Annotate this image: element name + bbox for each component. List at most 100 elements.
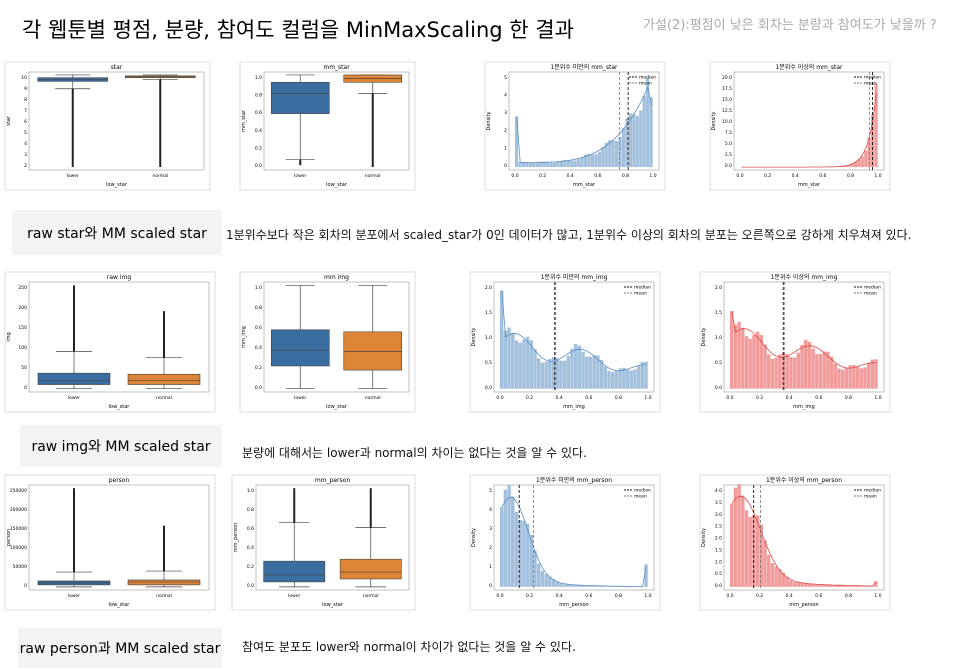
row-description: 참여도 분포도 lower와 normal이 차이가 없다는 것을 알 수 있다… [242, 640, 576, 654]
y-tick-label: 10 [21, 75, 27, 81]
y-tick-label: 0.4 [255, 128, 262, 134]
hist-bar [588, 356, 593, 389]
y-tick-label: 50000 [13, 564, 27, 570]
y-tick-label: 0.0 [485, 385, 492, 391]
y-tick-label: 0.2 [255, 145, 262, 151]
hist-bar [730, 311, 734, 389]
x-tick-label: 1.0 [649, 173, 656, 179]
x-tick-label: 1.0 [874, 173, 881, 179]
y-tick-label: 100000 [10, 545, 27, 551]
y-tick-label: 0.0 [715, 583, 722, 589]
row-label: raw img와 MM scaled star [20, 425, 222, 467]
chart-title: raw img [107, 274, 131, 281]
hist-bar [611, 140, 615, 168]
hist-bar [852, 585, 856, 587]
y-tick-label: 2 [489, 545, 492, 551]
y-tick-label: 1 [489, 564, 492, 570]
hist-bar [580, 156, 584, 168]
hist-bar [529, 534, 533, 587]
chart-title: 1분위수 이상의 mm_img [771, 273, 838, 281]
y-tick-label: 15.0 [722, 97, 732, 103]
box [270, 82, 330, 114]
x-tick-label: 0.0 [511, 173, 518, 179]
hist-bar [607, 371, 611, 389]
hist-bar [792, 582, 797, 587]
hist-bar [763, 344, 767, 389]
hist-bar [733, 324, 738, 389]
hist-bar [570, 348, 574, 389]
hist-bar [804, 339, 808, 389]
y-tick-label: 4 [489, 507, 492, 513]
y-axis-label: mm_star [241, 109, 247, 132]
x-tick-label: normal [156, 593, 172, 599]
x-axis-label: low_star [106, 182, 128, 188]
hist-bar [848, 365, 852, 389]
hist-bar [592, 585, 596, 587]
y-tick-label: 0.8 [255, 93, 262, 99]
hist-bar [551, 579, 556, 587]
hist-bar [599, 585, 604, 587]
hist-bar [500, 506, 504, 587]
hist-bar [815, 584, 819, 587]
hist-bar [843, 165, 847, 168]
hist-bar [594, 154, 598, 168]
hist-bar [525, 336, 530, 389]
x-tick-label: 1.0 [644, 593, 651, 599]
hist-bar [574, 343, 578, 389]
y-tick-label: 0.5 [715, 571, 722, 577]
x-tick-label: 0.8 [847, 173, 854, 179]
x-tick-label: 0.6 [815, 395, 822, 401]
plot-area [723, 281, 885, 393]
x-tick-label: normal [156, 395, 172, 401]
hist-bar [628, 113, 632, 168]
y-tick-label: 0.0 [715, 385, 722, 391]
y-tick-label: 0.8 [247, 507, 254, 513]
hist-bar [618, 136, 622, 168]
hist-bar [639, 110, 643, 168]
plot-area [28, 484, 210, 591]
x-tick-label: 0.4 [567, 173, 574, 179]
hist-bar [615, 140, 619, 168]
hist-bar [818, 584, 823, 587]
row-description: 1분위수보다 작은 회차의 분포에서 scaled_star가 0인 데이터가 … [226, 228, 912, 242]
y-tick-label: 4.0 [715, 488, 722, 494]
y-tick-label: 0.0 [255, 163, 262, 169]
y-tick-label: 12.5 [722, 108, 732, 114]
y-tick-label: 4 [504, 93, 507, 99]
hist-bar [539, 161, 543, 168]
y-axis-label: Density [701, 327, 707, 346]
x-tick-label: 0.2 [526, 395, 533, 401]
hist-bar [566, 160, 570, 168]
hist-bar [540, 570, 545, 587]
hist-bar [601, 147, 605, 168]
hist-bar [635, 115, 639, 168]
x-tick-label: 0.4 [556, 593, 563, 599]
hist-bar [848, 585, 852, 587]
hist-bar [853, 161, 857, 168]
hist-bar [770, 358, 775, 389]
hist-bar [507, 327, 511, 389]
kde [731, 495, 877, 587]
hist-bar [544, 361, 548, 389]
hist-bar [770, 563, 775, 587]
x-tick-label: 0.0 [496, 395, 503, 401]
legend-entry: median [864, 488, 881, 494]
y-tick-label: 0.2 [247, 564, 254, 570]
hist-bar [859, 368, 863, 389]
hist-bar [866, 363, 871, 389]
y-axis-label: Density [471, 528, 477, 547]
row-label: raw star와 MM scaled star [12, 210, 222, 255]
y-tick-label: 1.0 [715, 335, 722, 341]
hist-bar [874, 359, 878, 389]
hist-bar [507, 485, 511, 587]
hist-bar [603, 366, 607, 389]
hist-bar [607, 586, 611, 587]
x-axis-label: mm_person [789, 602, 818, 608]
hist-bar [599, 359, 604, 389]
y-tick-label: 0.4 [247, 545, 254, 551]
y-tick-label: 0.8 [255, 305, 262, 311]
y-tick-label: 200 [18, 305, 27, 311]
y-tick-label: 5 [504, 75, 507, 81]
hist-bar [570, 584, 574, 587]
hist-bar [855, 585, 860, 587]
